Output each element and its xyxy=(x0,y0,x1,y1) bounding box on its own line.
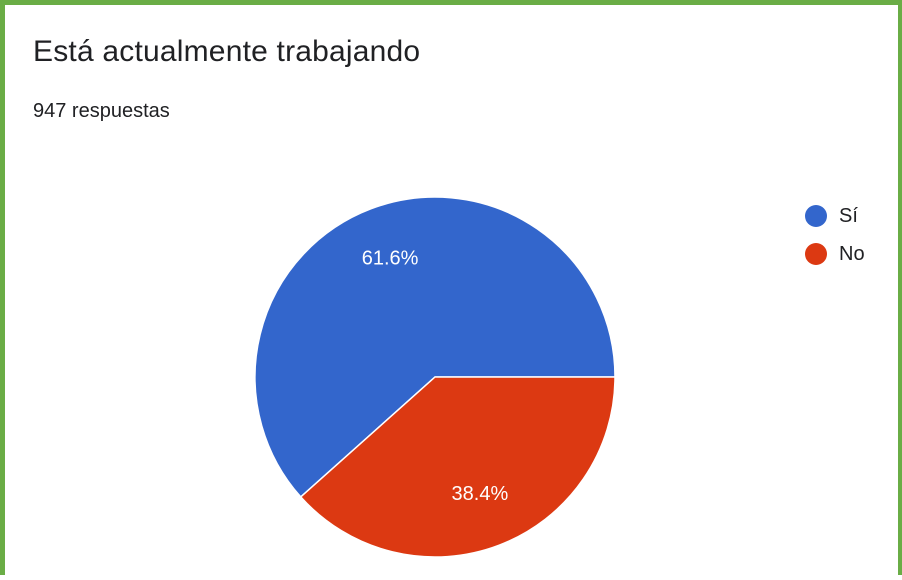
chart-legend: Sí No xyxy=(805,197,865,273)
response-count: 947 respuestas xyxy=(33,100,170,122)
legend-swatch-no xyxy=(805,243,827,265)
legend-label-si: Sí xyxy=(839,204,858,227)
pie-slice-si[interactable] xyxy=(254,196,616,498)
legend-swatch-si xyxy=(805,205,827,227)
data-label-no: 38.4% xyxy=(452,483,509,505)
chart-title: Está actualmente trabajando xyxy=(33,35,421,68)
legend-label-no: No xyxy=(839,242,865,265)
pie-slice-no[interactable] xyxy=(299,376,616,558)
legend-item-si[interactable]: Sí xyxy=(805,197,865,235)
data-label-si: 61.6% xyxy=(362,248,419,270)
legend-item-no[interactable]: No xyxy=(805,235,865,273)
pie-chart: 61.6% 38.4% xyxy=(254,196,616,558)
